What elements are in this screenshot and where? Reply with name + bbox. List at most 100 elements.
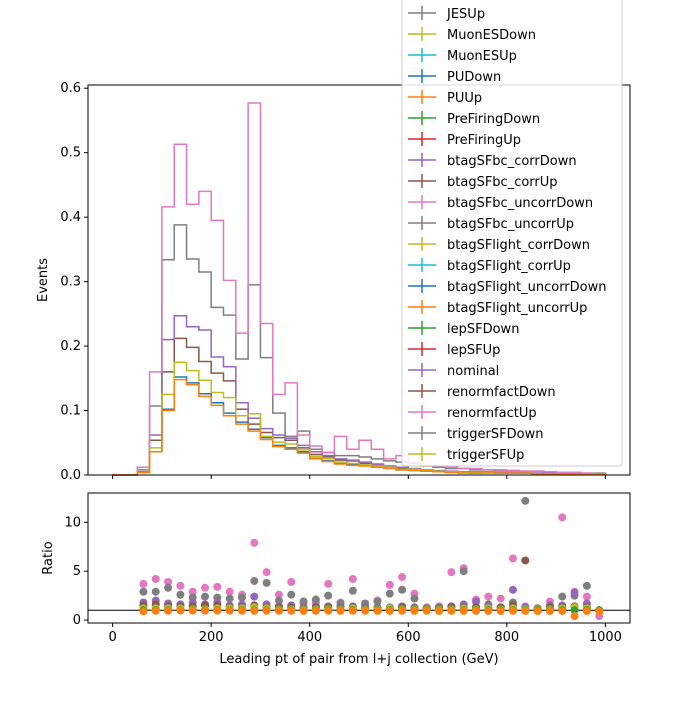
ratio-point-s1-9 (250, 576, 259, 585)
ratio-point-s6-5 (201, 606, 210, 615)
ratio-x-tick-label-2: 400 (297, 630, 322, 645)
top-plot-area: 0.0 0.1 0.2 0.3 0.4 0.5 0.6 Events (36, 81, 631, 483)
ratio-point-s2-30 (508, 585, 517, 594)
ratio-point-s6-2 (164, 606, 173, 615)
ratio-point-s6-0 (139, 607, 148, 616)
ratio-point-s6-20 (385, 606, 394, 615)
legend-label-16: lepSFUp (447, 343, 500, 358)
ratio-point-s0-3 (176, 581, 185, 590)
ratio-point-s6-36 (582, 607, 591, 616)
ratio-point-s0-11 (274, 590, 283, 599)
ratio-point-s1-0 (139, 587, 148, 596)
ratio-point-s0-17 (348, 575, 357, 584)
ratio-point-s1-19 (373, 597, 382, 606)
ratio-point-s3-31 (521, 556, 530, 565)
ratio-point-s6-13 (299, 606, 308, 615)
ratio-y-tick-label-2: 10 (64, 515, 81, 530)
ratio-point-s6-11 (274, 606, 283, 615)
ratio-point-s0-10 (262, 568, 271, 577)
ratio-point-s6-4 (188, 606, 197, 615)
ratio-point-s6-35 (570, 612, 579, 621)
legend-label-7: btagSFbc_corrDown (447, 154, 577, 169)
ratio-point-s6-3 (176, 606, 185, 615)
ratio-y-tick-label-0: 0 (73, 613, 81, 628)
ratio-point-s2-27 (472, 597, 481, 606)
ratio-point-s6-30 (508, 606, 517, 615)
ratio-point-s6-32 (533, 607, 542, 616)
ratio-point-s6-9 (250, 606, 259, 615)
ratio-point-s6-21 (398, 606, 407, 615)
ratio-point-s6-22 (410, 606, 419, 615)
legend-label-8: btagSFbc_corrUp (447, 175, 558, 190)
histogram-series-6 (112, 378, 607, 476)
legend-label-9: btagSFbc_uncorrDown (447, 196, 593, 211)
ratio-point-s6-16 (336, 606, 345, 615)
legend-label-5: PreFiringDown (447, 112, 540, 127)
ratio-x-tick-label-0: 0 (108, 630, 116, 645)
legend: JESUp MuonESDown MuonESUp PUDown PUUp PreFiri… (401, 0, 623, 467)
ratio-point-s5-35 (570, 606, 579, 615)
ratio-point-s1-10 (262, 578, 271, 587)
ratio-point-s6-33 (545, 606, 554, 615)
legend-label-19: renormfactUp (447, 406, 537, 421)
ratio-point-s0-15 (324, 579, 333, 588)
ratio-point-s1-1 (151, 587, 160, 596)
legend-label-4: PUUp (447, 91, 482, 106)
ratio-point-s1-11 (274, 596, 283, 605)
legend-label-10: btagSFbc_uncorrUp (447, 217, 574, 232)
legend-label-21: triggerSFUp (447, 448, 524, 463)
ratio-x-tick-label-3: 600 (396, 630, 421, 645)
top-y-tick-label-3: 0.3 (60, 275, 81, 290)
ratio-point-s0-34 (558, 513, 567, 522)
ratio-point-s1-21 (398, 585, 407, 594)
ratio-point-s0-1 (151, 575, 160, 584)
ratio-point-s6-27 (472, 606, 481, 615)
legend-label-3: PUDown (447, 70, 501, 85)
ratio-point-s1-13 (299, 597, 308, 606)
ratio-point-s6-24 (435, 606, 444, 615)
ratio-x-tick-label-1: 200 (199, 630, 224, 645)
ratio-point-s6-15 (324, 606, 333, 615)
ratio-point-s1-7 (225, 594, 234, 603)
ratio-point-s6-7 (225, 606, 234, 615)
ratio-plot-area: 0 200 400 600 800 1000 0 5 10 Leading pt of pair … (41, 492, 631, 667)
legend-box (401, 0, 623, 467)
ratio-point-s0-30 (508, 554, 517, 563)
ratio-point-s1-26 (459, 567, 468, 576)
ratio-point-s6-10 (262, 606, 271, 615)
top-y-axis-label: Events (36, 258, 51, 302)
legend-label-18: renormfactDown (447, 385, 556, 400)
ratio-point-s0-5 (201, 583, 210, 592)
ratio-point-s1-15 (324, 591, 333, 600)
ratio-point-s1-22 (410, 594, 419, 603)
ratio-x-tick-label-4: 800 (494, 630, 519, 645)
ratio-point-s0-4 (188, 587, 197, 596)
ratio-point-s0-28 (484, 592, 493, 601)
legend-label-20: triggerSFDown (447, 427, 543, 442)
ratio-point-s6-31 (521, 606, 530, 615)
ratio-point-s6-17 (348, 606, 357, 615)
ratio-point-s0-9 (250, 538, 259, 547)
ratio-point-s0-25 (447, 568, 456, 577)
ratio-axes-frame (87, 492, 631, 624)
ratio-point-s0-7 (225, 587, 234, 596)
top-axes-frame (87, 84, 631, 476)
ratio-point-s1-14 (311, 595, 320, 604)
ratio-point-s6-25 (447, 606, 456, 615)
top-y-tick-label-5: 0.5 (60, 146, 81, 161)
legend-label-14: btagSFlight_uncorrUp (447, 301, 587, 316)
ratio-point-s6-28 (484, 606, 493, 615)
ratio-point-s1-31 (521, 496, 530, 505)
ratio-y-tick-label-1: 5 (73, 564, 81, 579)
ratio-point-s1-34 (558, 592, 567, 601)
ratio-point-s2-35 (570, 588, 579, 597)
ratio-point-s0-36 (582, 592, 591, 601)
ratio-point-s6-34 (558, 606, 567, 615)
ratio-point-s6-19 (373, 606, 382, 615)
ratio-point-s2-9 (250, 592, 259, 601)
top-y-tick-label-2: 0.2 (60, 339, 81, 354)
top-y-tick-label-0: 0.0 (60, 468, 81, 483)
legend-label-15: lepSFDown (447, 322, 519, 337)
